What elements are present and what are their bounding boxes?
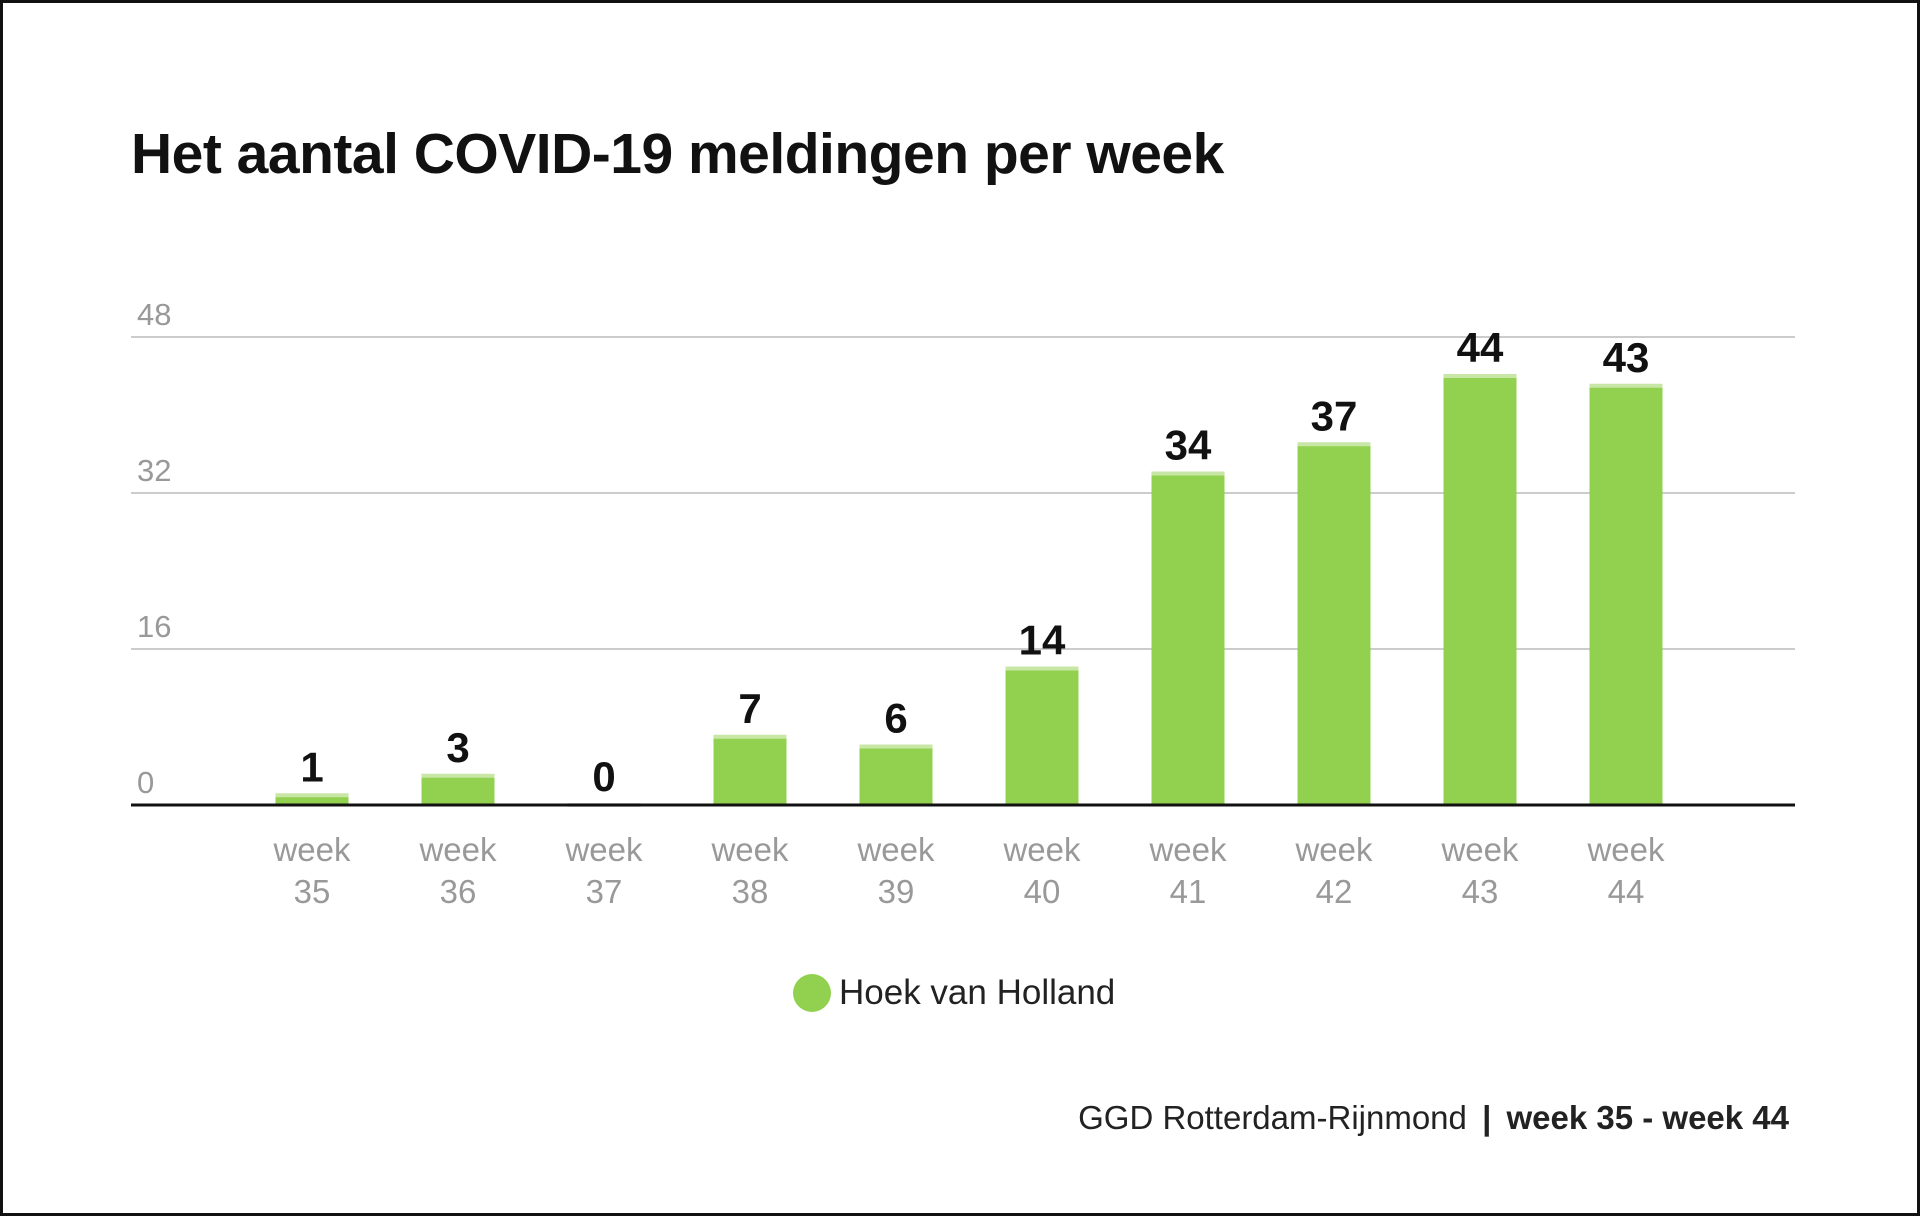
data-label: 44 (1457, 324, 1504, 371)
chart-title: Het aantal COVID-19 meldingen per week (131, 122, 1224, 186)
bar-cap (859, 744, 933, 749)
x-tick-label: 42 (1316, 873, 1353, 910)
data-label: 14 (1019, 617, 1066, 664)
x-tick-label: 39 (878, 873, 915, 910)
bar (275, 795, 349, 805)
data-label: 0 (592, 753, 615, 800)
grid-lines (131, 336, 1795, 650)
x-tick-label: week (1586, 831, 1665, 868)
bars (275, 374, 1663, 807)
y-tick-label: 16 (137, 609, 171, 644)
bar-cap (1443, 374, 1517, 378)
bar (1589, 385, 1663, 805)
y-axis-ticks: 0 16 32 48 (137, 297, 171, 800)
bar (713, 736, 787, 805)
x-tick-label: week (418, 831, 497, 868)
x-tick-label: week (564, 831, 643, 868)
bar (421, 775, 495, 805)
legend-label-hoek-van-holland: Hoek van Holland (839, 973, 1116, 1012)
bar-cap (1589, 383, 1663, 388)
source-name: GGD Rotterdam-Rijnmond (1078, 1099, 1467, 1136)
legend-swatch-hoek-van-holland (793, 974, 831, 1012)
x-tick-label: 35 (294, 873, 331, 910)
data-label: 7 (738, 685, 761, 732)
source-note: GGD Rotterdam-Rijnmond | week 35 - week … (1078, 1099, 1789, 1137)
x-tick-label: week (1440, 831, 1519, 868)
bar-cap (1297, 442, 1371, 447)
data-label: 3 (446, 724, 469, 771)
bar (1005, 668, 1079, 805)
data-labels: 1 3 0 7 6 14 34 37 44 43 (300, 324, 1649, 800)
x-axis-ticks: week 35 week 36 week 37 week 38 week 39 week 40 week… (272, 831, 1665, 910)
data-label: 34 (1165, 422, 1212, 469)
legend: Hoek van Holland (793, 973, 1115, 1013)
x-tick-label: week (856, 831, 935, 868)
bar (1443, 376, 1517, 805)
x-tick-label: week (710, 831, 789, 868)
x-tick-label: week (1294, 831, 1373, 868)
data-label: 43 (1603, 334, 1650, 381)
x-tick-label: 41 (1170, 873, 1207, 910)
x-tick-label: 44 (1608, 873, 1645, 910)
x-tick-label: 37 (586, 873, 623, 910)
bar (1151, 473, 1225, 805)
y-tick-label: 0 (137, 765, 154, 800)
data-label: 37 (1311, 392, 1358, 439)
x-tick-label: week (1002, 831, 1081, 868)
source-range: week 35 - week 44 (1506, 1099, 1789, 1136)
source-separator: | (1482, 1099, 1492, 1136)
bar (1297, 444, 1371, 805)
bar-cap (1151, 471, 1225, 476)
data-label: 1 (300, 743, 323, 790)
bar-cap (1005, 666, 1079, 671)
data-label: 6 (884, 695, 907, 742)
x-tick-label: week (272, 831, 351, 868)
bar-cap (421, 773, 495, 778)
x-tick-label: 36 (440, 873, 477, 910)
bar-cap (275, 793, 349, 798)
x-tick-label: 40 (1024, 873, 1061, 910)
x-tick-label: 38 (732, 873, 769, 910)
bar-cap (713, 734, 787, 739)
y-tick-label: 48 (137, 297, 171, 332)
x-tick-label: week (1148, 831, 1227, 868)
bar (859, 746, 933, 805)
y-tick-label: 32 (137, 453, 171, 488)
x-tick-label: 43 (1462, 873, 1499, 910)
